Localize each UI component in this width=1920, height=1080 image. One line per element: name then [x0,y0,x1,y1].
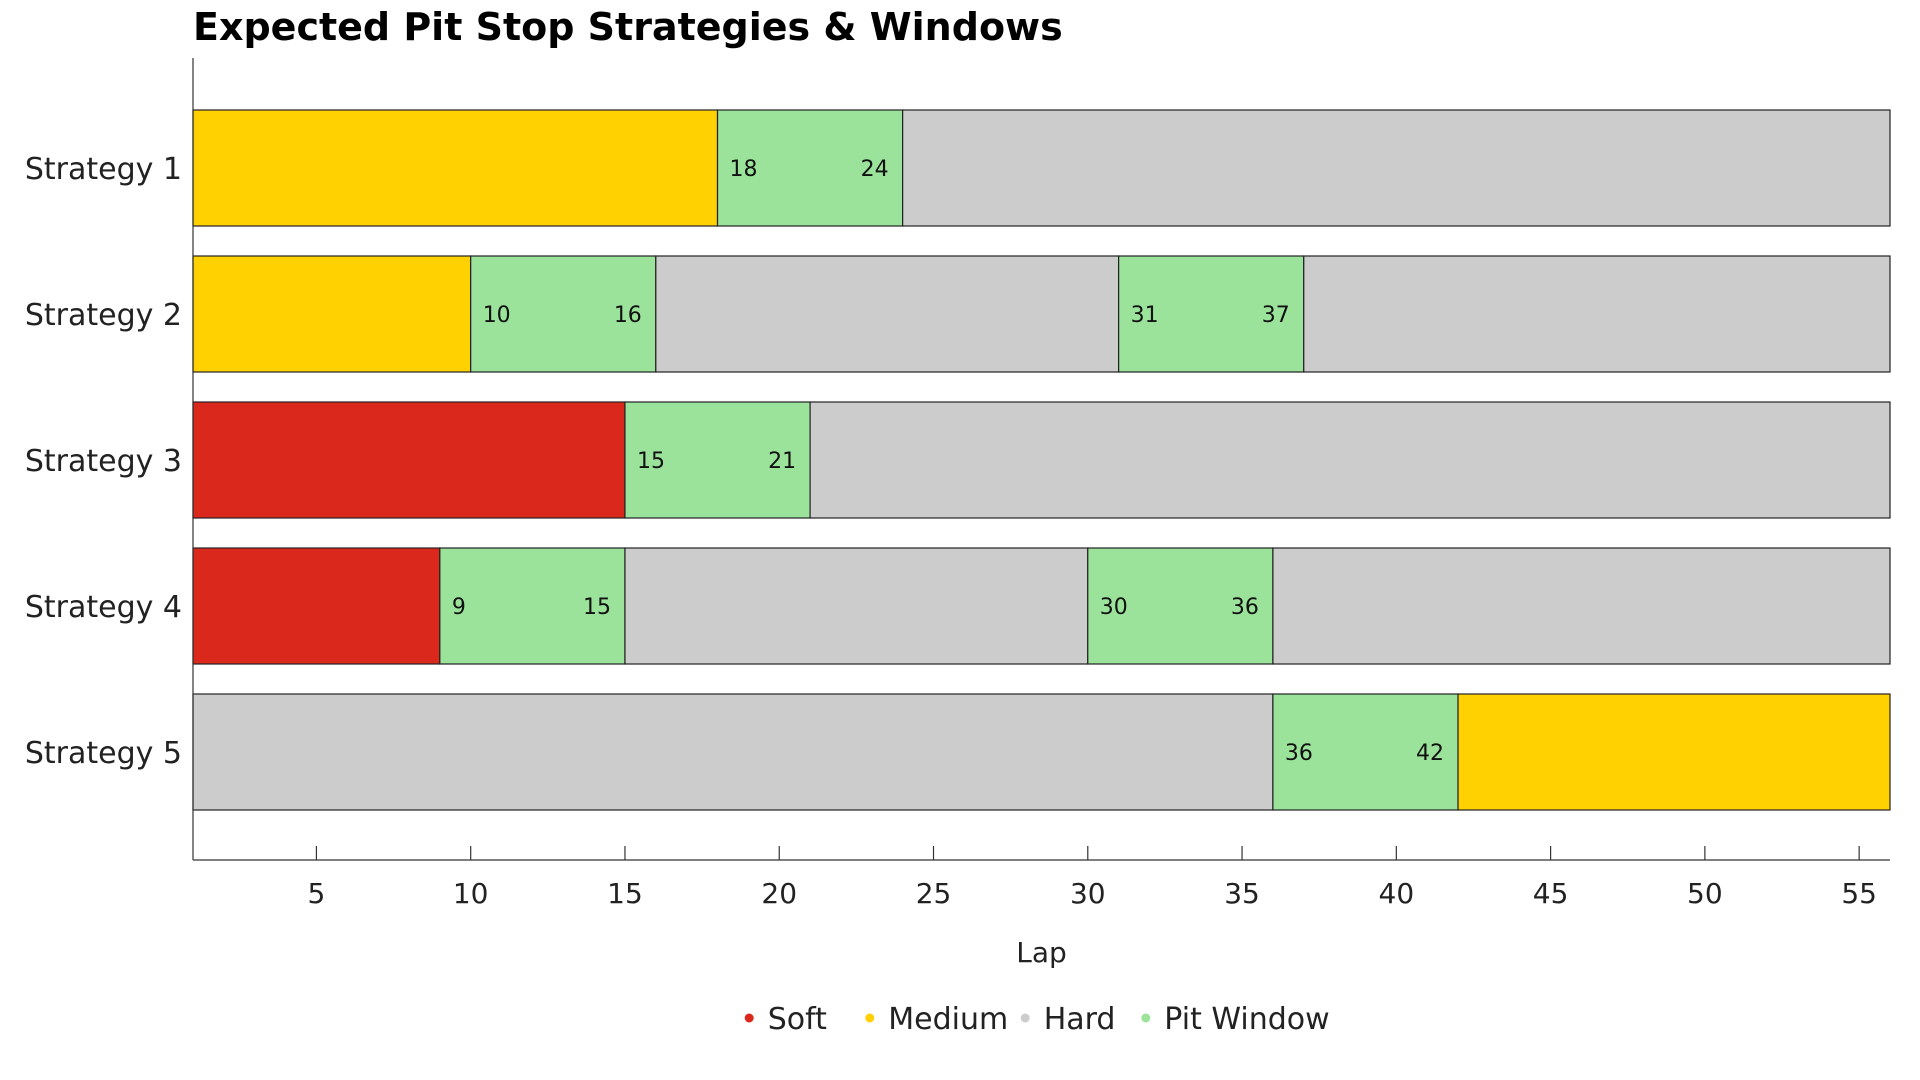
pit-window-segment [1118,255,1305,373]
pit-window-end-label: 21 [768,449,796,474]
category-label: Strategy 3 [25,444,182,479]
x-tick-label: 45 [1533,877,1569,910]
pit-window-start-label: 18 [730,157,758,182]
pit-window-segment [716,109,904,227]
legend: Soft Medium Hard Pit Window [744,1002,1330,1037]
pit-window-start-label: 15 [637,449,665,474]
pit-window-end-label: 16 [614,303,642,328]
x-tick-label: 10 [453,877,489,910]
x-tick-label: 5 [308,877,326,910]
hard-segment [902,109,1891,227]
legend-item: Pit Window [1141,1002,1330,1037]
legend-marker [1020,1013,1030,1023]
x-tick-label: 15 [607,877,643,910]
x-axis-label: Lap [1016,936,1067,969]
strategy-row: Strategy 5 36 42 [25,693,1891,811]
hard-segment [1272,547,1891,665]
hard-segment [655,255,1120,373]
legend-marker [744,1013,754,1023]
legend-item: Hard [1020,1002,1116,1037]
x-tick-label: 25 [916,877,952,910]
soft-segment [192,401,626,519]
medium-segment [192,109,719,227]
pit-window-end-label: 36 [1231,595,1259,620]
legend-marker [865,1013,875,1023]
strategy-row: Strategy 1 18 24 [25,109,1891,227]
legend-label: Soft [768,1002,827,1037]
category-label: Strategy 2 [25,298,182,333]
legend-item: Soft [744,1002,827,1037]
pit-window-segment [1087,547,1274,665]
pit-window-segment [439,547,626,665]
hard-segment [624,547,1089,665]
pit-window-end-label: 37 [1262,303,1290,328]
medium-segment [1457,693,1891,811]
pit-window-start-label: 31 [1131,303,1159,328]
pit-window-start-label: 10 [483,303,511,328]
hard-segment [809,401,1891,519]
category-label: Strategy 4 [25,590,182,625]
legend-item: Medium [865,1002,1008,1037]
soft-segment [192,547,441,665]
pit-window-segment [1272,693,1459,811]
strategy-row: Strategy 3 15 21 [25,401,1891,519]
hard-segment [192,693,1274,811]
pit-window-end-label: 24 [861,157,889,182]
medium-segment [192,255,472,373]
pit-window-segment [624,401,811,519]
hard-segment [1303,255,1891,373]
strategy-row: Strategy 2 10 16 31 37 [25,255,1891,373]
legend-label: Hard [1044,1002,1116,1037]
axes-layer: 5 10 15 20 25 30 35 40 45 50 55 [192,58,1890,910]
x-tick-label: 40 [1379,877,1415,910]
pit-window-end-label: 15 [583,595,611,620]
x-tick-label: 20 [761,877,797,910]
x-tick-label: 35 [1224,877,1260,910]
legend-marker [1141,1013,1151,1023]
pit-window-end-label: 42 [1416,741,1444,766]
strategy-row: Strategy 4 9 15 30 36 [25,547,1891,665]
x-tick-label: 30 [1070,877,1106,910]
category-label: Strategy 1 [25,152,182,187]
legend-label: Medium [888,1002,1008,1037]
legend-label: Pit Window [1164,1002,1329,1037]
chart-title: Expected Pit Stop Strategies & Windows [193,5,1063,49]
pit-window-start-label: 30 [1100,595,1128,620]
pit-window-segment [470,255,657,373]
pit-window-start-label: 36 [1285,741,1313,766]
category-label: Strategy 5 [25,736,182,771]
pit-window-start-label: 9 [452,595,466,620]
x-tick-label: 55 [1841,877,1877,910]
x-tick-label: 50 [1687,877,1723,910]
